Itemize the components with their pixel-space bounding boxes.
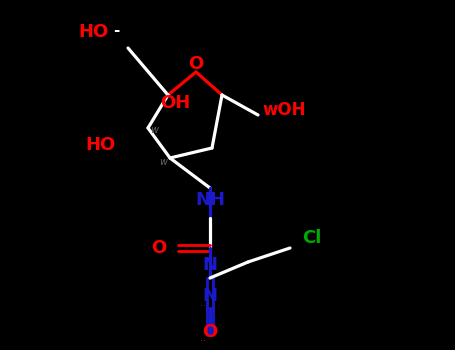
Text: wOH: wOH (262, 101, 305, 119)
Text: ..: .. (200, 333, 206, 343)
Text: NH: NH (195, 191, 225, 209)
Text: -: - (113, 22, 119, 37)
Text: O: O (202, 323, 217, 341)
Text: HO: HO (86, 136, 116, 154)
Text: O: O (151, 239, 166, 257)
Text: N: N (202, 287, 217, 305)
Text: N: N (202, 256, 217, 274)
Text: Cl: Cl (302, 229, 321, 247)
Text: O: O (188, 55, 204, 73)
Text: ..: .. (200, 298, 206, 308)
Text: w: w (159, 157, 167, 167)
Text: HO: HO (79, 23, 109, 41)
Text: OH: OH (160, 94, 190, 112)
Text: w: w (150, 125, 158, 135)
